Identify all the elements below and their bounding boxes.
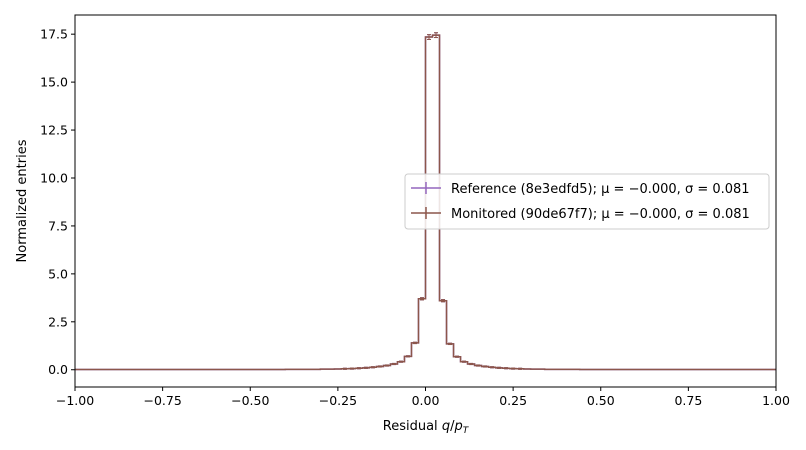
x-tick-label: 0.50 [587,393,615,408]
x-axis-label-p: p [453,419,462,434]
y-tick-label: 17.5 [40,27,68,42]
y-axis-label: Normalized entries [15,139,30,262]
y-tick-label: 2.5 [48,314,68,329]
y-tick-label: 12.5 [40,123,68,138]
legend-entry-reference: Reference (8e3edfd5); μ = −0.000, σ = 0.… [411,182,750,197]
x-tick-label: 0.75 [674,393,702,408]
x-tick-label: 0.25 [499,393,527,408]
legend-box [404,173,770,230]
x-tick-label: 1.00 [762,393,790,408]
x-tick-label: −0.25 [319,393,357,408]
y-tick-label: 7.5 [48,218,68,233]
y-tick-label: 15.0 [40,75,68,90]
y-axis: 0.0 2.5 5.0 7.5 10.0 12.5 15.0 17.5 [40,27,75,377]
series-layer [75,32,776,371]
x-axis-label: Residual q/pT [383,419,470,436]
x-tick-label: −0.50 [231,393,269,408]
legend-label-reference: Reference (8e3edfd5); μ = −0.000, σ = 0.… [451,182,750,197]
y-tick-label: 0.0 [48,362,68,377]
legend: Reference (8e3edfd5); μ = −0.000, σ = 0.… [404,173,770,230]
y-tick-label: 5.0 [48,266,68,281]
legend-entry-monitored: Monitored (90de67f7); μ = −0.000, σ = 0.… [411,207,750,222]
x-tick-label: −1.00 [56,393,94,408]
x-axis: −1.00 −0.75 −0.50 −0.25 0.00 0.25 0.50 0.75 1.00 [56,387,790,408]
y-tick-label: 10.0 [40,170,68,185]
legend-label-monitored: Monitored (90de67f7); μ = −0.000, σ = 0.… [451,207,750,222]
x-axis-label-q: q [442,419,450,434]
x-axis-label-subscript: T [463,426,470,436]
x-axis-label-prefix: Residual [383,419,442,434]
x-tick-label: −0.75 [143,393,181,408]
x-axis-label-slash: / [450,419,455,434]
x-tick-label: 0.00 [412,393,440,408]
